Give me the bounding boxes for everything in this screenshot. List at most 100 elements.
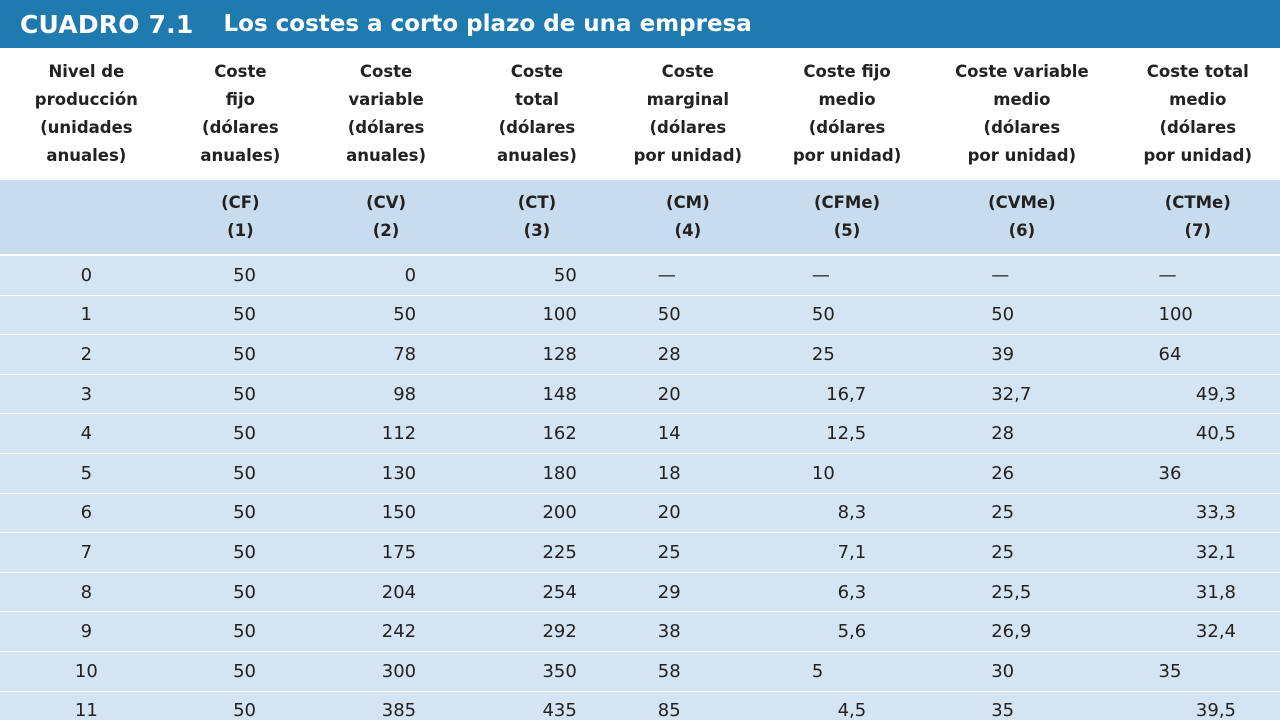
- table-cell: 7,1: [765, 532, 929, 573]
- column-code-line: (CM): [666, 193, 710, 212]
- table-cell: 6,3: [765, 572, 929, 613]
- table-row: 11 50 385 435 85 4,5 35 39,5: [0, 691, 1280, 720]
- table-cell: 200: [464, 493, 610, 534]
- column-header: Coste variable medio (dólares por unidad): [928, 48, 1116, 180]
- table-cell: 16,7: [765, 374, 929, 415]
- column-header-line: Coste: [510, 62, 564, 81]
- table-cell: 36: [1115, 453, 1280, 494]
- table-cell: 100: [464, 295, 610, 336]
- table-title: Los costes a corto plazo de una empresa: [223, 11, 752, 37]
- table-cell: 58: [609, 651, 766, 692]
- column-code-line: (2): [372, 221, 400, 240]
- table-cell: 26: [928, 453, 1116, 494]
- column-header-line: producción: [34, 90, 138, 109]
- table-cell: 225: [464, 532, 610, 573]
- table-cell: 18: [609, 453, 766, 494]
- column-header-line: por unidad): [633, 146, 743, 165]
- table-row: 8 50 204 254 29 6,3 25,5 31,8: [0, 572, 1280, 613]
- column-header: Coste total medio (dólares por unidad): [1115, 48, 1280, 180]
- table-cell: 33,3: [1115, 493, 1280, 534]
- table-cell: 112: [308, 413, 465, 454]
- column-code-line: (6): [1008, 221, 1036, 240]
- table-cell: 31,8: [1115, 572, 1280, 613]
- column-header-line: variable: [348, 90, 424, 109]
- table-cell: 8: [0, 572, 173, 613]
- table-cell: 50: [464, 255, 610, 296]
- column-header-line: (dólares: [202, 118, 279, 137]
- table-cell: 5: [0, 453, 173, 494]
- code-row: (CF) (1) (CV) (2) (CT) (3) (CM) (4) (CFMe) (5) (CV…: [0, 180, 1280, 256]
- column-code-line: (CFMe): [814, 193, 881, 212]
- table-cell: 35: [1115, 651, 1280, 692]
- table-cell: 50: [928, 295, 1116, 336]
- table-cell: 29: [609, 572, 766, 613]
- table-cell: 40,5: [1115, 413, 1280, 454]
- table-number: CUADRO 7.1: [20, 9, 194, 39]
- column-header: Coste variable (dólares anuales): [308, 48, 465, 180]
- column-header-line: Coste: [359, 62, 413, 81]
- column-header-line: total: [515, 90, 559, 109]
- table-cell: 50: [172, 691, 309, 720]
- column-header: Coste fijo (dólares anuales): [172, 48, 309, 180]
- table-cell: 10: [765, 453, 929, 494]
- column-code-line: (CVMe): [988, 193, 1056, 212]
- table-cell: 175: [308, 532, 465, 573]
- table-cell: 25: [928, 493, 1116, 534]
- table-cell: 6: [0, 493, 173, 534]
- table-cell: 130: [308, 453, 465, 494]
- table-cell: 2: [0, 334, 173, 375]
- table-cell: 32,1: [1115, 532, 1280, 573]
- column-header-line: (dólares: [498, 118, 576, 137]
- table-row: 4 50 112 162 14 12,5 28 40,5: [0, 413, 1280, 454]
- table-cell: 150: [308, 493, 465, 534]
- column-header-line: anuales): [346, 146, 427, 165]
- column-header-line: Coste: [661, 62, 715, 81]
- table-cell: 39: [928, 334, 1116, 375]
- column-code-line: (1): [227, 221, 254, 240]
- table-cell: 20: [609, 374, 766, 415]
- column-code-line: (CF): [221, 193, 260, 212]
- column-code: (CT) (3): [464, 180, 610, 256]
- table-cell: 28: [609, 334, 766, 375]
- table-cell: 4: [0, 413, 173, 454]
- table-cell: 20: [609, 493, 766, 534]
- table-cell: 78: [308, 334, 465, 375]
- table-cell: 39,5: [1115, 691, 1280, 720]
- column-header-line: Coste: [214, 62, 267, 81]
- table-cell: 50: [172, 572, 309, 613]
- table-cell: 50: [172, 374, 309, 415]
- table-cell: 3: [0, 374, 173, 415]
- table-cell: 180: [464, 453, 610, 494]
- column-code-line: (CV): [366, 193, 407, 212]
- table-cell: 25: [765, 334, 929, 375]
- cost-table: Nivel de producción (unidades anuales) Coste…: [0, 48, 1280, 720]
- table-cell: 254: [464, 572, 610, 613]
- table-cell: 26,9: [928, 611, 1116, 652]
- table-cell: 12,5: [765, 413, 929, 454]
- column-header-line: fijo: [225, 90, 255, 109]
- column-header-line: (dólares: [649, 118, 727, 137]
- table-cell: 100: [1115, 295, 1280, 336]
- table-row: 7 50 175 225 25 7,1 25 32,1: [0, 532, 1280, 573]
- column-code: (CFMe) (5): [765, 180, 929, 256]
- table-cell: 30: [928, 651, 1116, 692]
- table-cell: 25: [609, 532, 766, 573]
- table-row: 10 50 300 350 58 5 30 35: [0, 651, 1280, 692]
- table-cell: 435: [464, 691, 610, 720]
- column-code: (CM) (4): [609, 180, 766, 256]
- column-header-line: por unidad): [1143, 146, 1252, 165]
- column-code-line: (CTMe): [1164, 193, 1231, 212]
- table-cell: 385: [308, 691, 465, 720]
- column-header-line: (unidades: [40, 118, 133, 137]
- table-cell: 9: [0, 611, 173, 652]
- table-cell: 50: [172, 532, 309, 573]
- table-cell: 50: [172, 611, 309, 652]
- table-cell: 1: [0, 295, 173, 336]
- column-code-line: (CT): [517, 193, 557, 212]
- table-cell: 300: [308, 651, 465, 692]
- table-cell: 50: [172, 413, 309, 454]
- table-cell: —: [765, 255, 929, 296]
- column-code: (CF) (1): [172, 180, 309, 256]
- column-code-line: (3): [523, 221, 551, 240]
- table-cell: 98: [308, 374, 465, 415]
